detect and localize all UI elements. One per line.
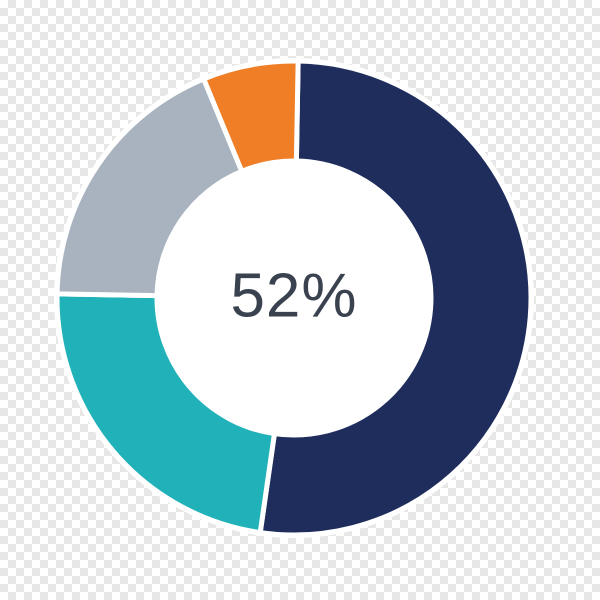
donut-center-label: 52%: [230, 261, 358, 331]
donut-segment-teal: [54, 291, 277, 536]
donut-segment-navy: [257, 58, 534, 538]
donut-segment-gray: [54, 76, 245, 299]
donut-segment-orange: [201, 58, 301, 174]
